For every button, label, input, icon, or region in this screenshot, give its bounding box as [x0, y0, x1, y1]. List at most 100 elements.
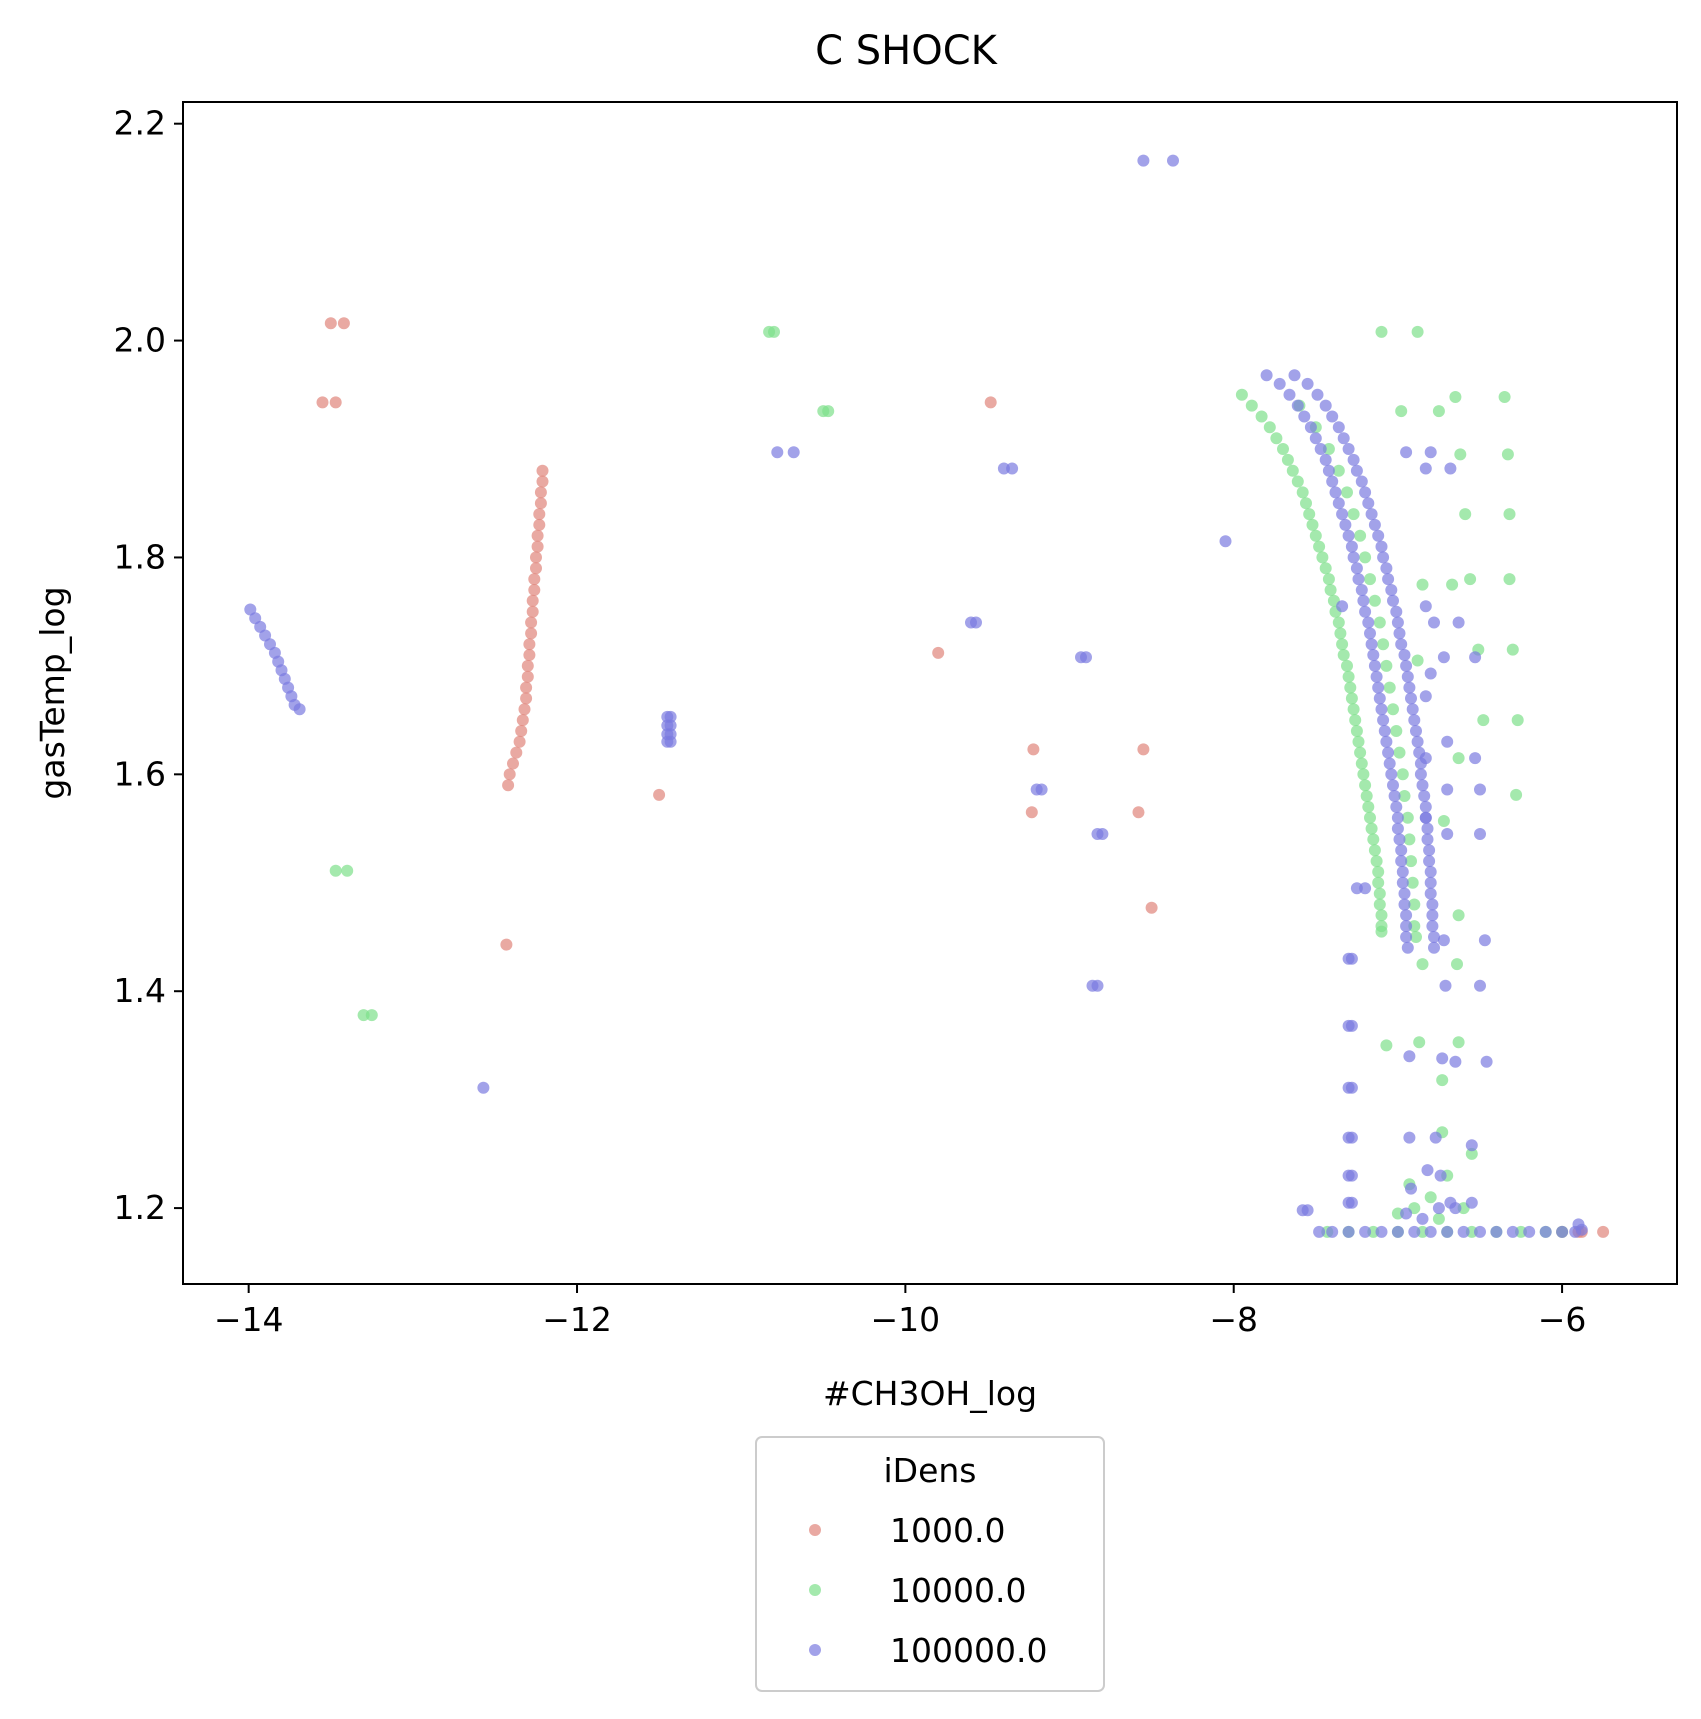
data-point — [1428, 616, 1440, 629]
data-point — [1362, 800, 1375, 813]
data-point — [1006, 462, 1019, 475]
data-point — [1341, 659, 1353, 672]
data-point — [523, 649, 536, 661]
data-point — [1465, 1139, 1478, 1152]
data-point — [1408, 1225, 1421, 1238]
data-point — [1342, 670, 1355, 683]
axes-frame — [182, 101, 1678, 1285]
data-point — [1336, 600, 1349, 613]
data-point — [1235, 388, 1248, 401]
data-point — [526, 605, 539, 618]
data-point — [357, 1009, 370, 1022]
data-point — [771, 446, 784, 459]
data-point — [1400, 446, 1413, 459]
x-tick-label: −10 — [871, 1300, 941, 1339]
data-point — [1398, 790, 1411, 802]
data-point — [1426, 920, 1439, 933]
data-point — [1359, 551, 1372, 564]
data-point — [520, 681, 533, 694]
data-point — [1410, 931, 1422, 943]
data-point — [1382, 573, 1395, 586]
data-point — [1426, 909, 1439, 922]
data-point — [1027, 743, 1040, 756]
data-point — [1406, 703, 1419, 716]
data-point — [1245, 399, 1258, 412]
data-point — [1344, 681, 1357, 694]
data-point — [1359, 882, 1372, 895]
x-tick-label: −8 — [1209, 1300, 1258, 1339]
y-tick-label: 1.6 — [114, 754, 166, 793]
data-point — [1424, 1225, 1437, 1238]
data-point — [1449, 1202, 1462, 1215]
data-point — [1523, 1225, 1536, 1238]
data-point — [1355, 584, 1368, 596]
legend-marker — [809, 1644, 821, 1656]
data-point — [1419, 811, 1432, 824]
data-point — [1354, 529, 1367, 542]
data-point — [1260, 369, 1273, 382]
data-point — [970, 616, 982, 629]
data-point — [768, 325, 780, 338]
data-point — [1296, 486, 1309, 499]
data-point — [530, 562, 542, 575]
data-point — [1465, 1225, 1478, 1238]
data-point — [1367, 833, 1380, 846]
data-point — [1375, 325, 1388, 338]
data-point — [1370, 855, 1383, 868]
data-point — [1424, 1191, 1437, 1204]
data-point — [1597, 1225, 1610, 1238]
data-point — [1511, 714, 1524, 727]
data-point — [1408, 920, 1421, 933]
data-point — [507, 757, 519, 770]
data-point — [533, 518, 546, 531]
data-point — [932, 646, 945, 659]
data-point — [528, 584, 541, 596]
data-point — [1452, 616, 1465, 629]
data-point — [1380, 659, 1393, 672]
data-point — [997, 462, 1010, 475]
data-point — [1388, 790, 1401, 802]
data-point — [1345, 1169, 1358, 1182]
data-point — [1352, 735, 1365, 748]
data-point — [1441, 828, 1454, 840]
data-point — [1413, 1036, 1426, 1049]
data-point — [521, 670, 534, 683]
data-point — [1342, 529, 1355, 542]
data-point — [1303, 508, 1316, 521]
data-point — [1337, 649, 1350, 661]
data-point — [1375, 1225, 1388, 1238]
data-point — [1342, 443, 1355, 455]
data-point — [1319, 562, 1332, 575]
data-point — [1322, 464, 1335, 477]
data-point — [515, 725, 528, 737]
data-point — [1405, 692, 1417, 705]
data-point — [1396, 876, 1409, 889]
data-point — [531, 529, 544, 542]
data-point — [1444, 462, 1457, 475]
data-point — [534, 486, 547, 499]
data-point — [1449, 391, 1462, 403]
data-point — [1319, 453, 1332, 466]
data-point — [536, 475, 549, 488]
data-point — [1025, 806, 1038, 819]
data-point — [1373, 887, 1386, 900]
data-point — [1446, 578, 1459, 591]
data-point — [1341, 486, 1353, 499]
data-point — [1474, 828, 1486, 840]
data-point — [1406, 876, 1419, 889]
data-point — [1357, 768, 1370, 781]
data-point — [1421, 833, 1434, 846]
data-point — [1423, 844, 1436, 857]
legend-label: 100000.0 — [890, 1631, 1047, 1670]
data-point — [518, 703, 531, 716]
data-point — [1365, 638, 1378, 651]
data-point — [1411, 735, 1424, 748]
data-point — [1405, 1182, 1417, 1195]
data-point — [1410, 725, 1422, 737]
data-point — [1452, 1036, 1465, 1049]
data-point — [1411, 654, 1424, 667]
data-point — [1354, 746, 1367, 759]
data-point — [1350, 464, 1363, 477]
data-point — [1436, 1052, 1449, 1065]
data-point — [664, 719, 677, 732]
